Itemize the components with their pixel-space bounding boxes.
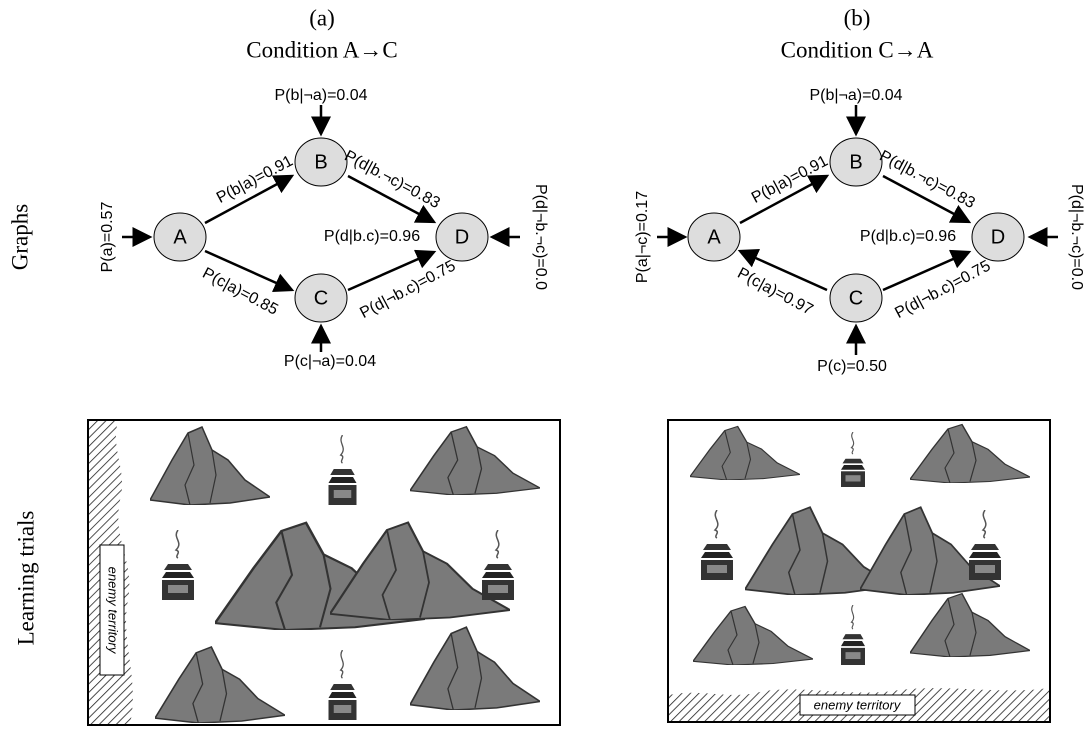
edge-label: P(d|¬b.c)=0.75 [357, 257, 458, 322]
input-label: P(a|¬c)=0.17 [634, 191, 651, 283]
graph-b: (b) Condition C→A A B C D P(b|a)=0.91 P(… [634, 5, 1085, 375]
input-label: P(d|¬b.¬c)=0.0 [532, 184, 549, 290]
node-label: C [314, 287, 328, 309]
input-label: P(d|¬b.¬c)=0.0 [1068, 184, 1085, 290]
territory-label: enemy territory [106, 567, 121, 655]
panel-letter: (a) [309, 5, 335, 30]
row-label: Learning trials [13, 511, 38, 646]
edge-label: P(d|¬b.c)=0.75 [892, 257, 993, 322]
map-a: enemy territory [88, 420, 560, 725]
node-label: B [849, 151, 862, 173]
map-b: enemy territory [668, 420, 1050, 722]
panel-title: Condition A→C [246, 37, 397, 62]
panel-letter: (b) [844, 5, 871, 30]
input-label: P(c)=0.50 [817, 358, 887, 375]
node-label: D [991, 226, 1005, 248]
edge-label: P(c|a)=0.85 [200, 265, 281, 319]
input-label: P(b|¬a)=0.04 [809, 87, 902, 104]
row-label: Graphs [7, 204, 32, 270]
input-label: P(c|¬a)=0.04 [284, 353, 376, 370]
edge-label: P(d|b.c)=0.96 [860, 228, 956, 245]
node-label: B [314, 151, 327, 173]
input-label: P(b|¬a)=0.04 [274, 87, 367, 104]
edge-label: P(d|b.c)=0.96 [324, 228, 420, 245]
graph-a: (a) Condition A→C A B C D P(b|a)=0.91 P(… [99, 5, 549, 370]
panel-title: Condition C→A [781, 37, 934, 62]
territory-label: enemy territory [814, 697, 902, 712]
node-label: A [707, 226, 721, 248]
node-label: A [173, 226, 187, 248]
edge-label: P(c|a)=0.97 [735, 265, 816, 319]
node-label: D [455, 226, 469, 248]
figure: Graphs Learning trials (a) Condition A→C… [0, 0, 1088, 731]
node-label: C [849, 287, 863, 309]
input-label: P(a)=0.57 [99, 202, 116, 273]
